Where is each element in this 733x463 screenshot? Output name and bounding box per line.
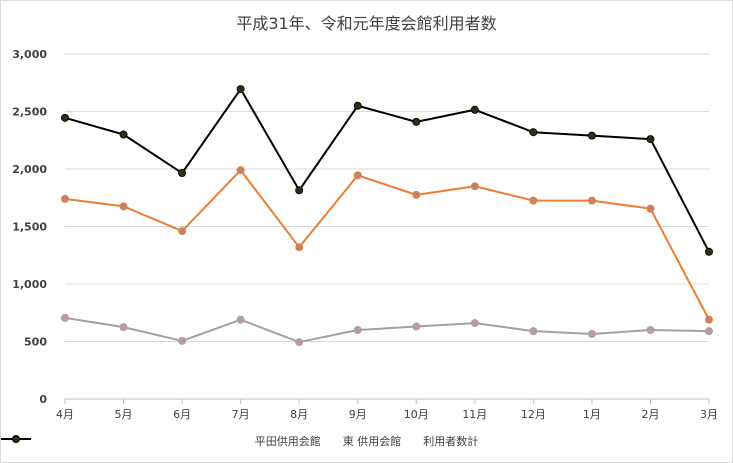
legend-label: 利用者数計 [423,435,479,448]
x-tick-label: 7月 [232,408,250,421]
legend-swatch [1,435,31,443]
y-tick-label: 500 [24,336,47,349]
data-point [353,171,362,180]
data-point [412,117,421,126]
data-point [61,313,70,322]
chart-title: 平成31年、令和元年度会館利用者数 [236,14,497,33]
data-point [119,130,128,139]
x-tick-label: 10月 [404,408,429,421]
data-point [295,338,304,347]
data-point [295,243,304,252]
data-point [705,315,714,324]
data-point [529,196,538,205]
y-tick-label: 1,000 [12,278,47,291]
data-point [529,327,538,336]
data-point [236,85,245,94]
x-tick-label: 12月 [521,408,546,421]
data-point [119,202,128,211]
x-tick-label: 1月 [583,408,601,421]
data-point [119,323,128,332]
data-point [412,190,421,199]
x-tick-label: 8月 [290,408,308,421]
data-point [236,315,245,324]
data-point [470,105,479,114]
x-tick-label: 9月 [349,408,367,421]
x-tick-label: 4月 [56,408,74,421]
legend-item: 利用者数計 [1,433,479,449]
data-point [587,131,596,140]
data-point [587,196,596,205]
y-tick-label: 1,500 [12,221,47,234]
data-point [412,322,421,331]
data-point [353,101,362,110]
series-line-0 [64,169,710,321]
data-point [587,330,596,339]
legend-label: 平田供用会館 [254,435,321,448]
y-tick-label: 3,000 [12,48,47,61]
series-line-2 [64,88,710,253]
y-tick-label: 2,000 [12,163,47,176]
data-point [646,204,655,213]
x-tick-label: 2月 [641,408,659,421]
data-point [61,194,70,203]
y-tick-label: 0 [39,393,47,406]
legend-item: 平田供用会館 [1,433,321,449]
data-point [61,113,70,122]
data-point [646,135,655,144]
data-point [236,166,245,175]
legend-label: 東 供用会館 [342,435,402,448]
data-point [705,247,714,256]
x-tick-label: 6月 [173,408,191,421]
data-point [178,227,187,236]
x-tick-label: 11月 [462,408,487,421]
data-point [178,169,187,178]
legend-item: 東 供用会館 [1,433,402,449]
y-tick-label: 2,500 [12,106,47,119]
data-point [470,182,479,191]
data-point [353,325,362,334]
data-point [646,325,655,334]
data-point [295,186,304,195]
series-line-1 [64,316,710,344]
data-point [470,319,479,328]
x-tick-label: 3月 [700,408,718,421]
legend: 平田供用会館 東 供用会館 利用者数計 [1,433,732,449]
data-point [178,336,187,345]
data-point [705,327,714,336]
x-tick-label: 5月 [115,408,133,421]
data-point [529,128,538,137]
